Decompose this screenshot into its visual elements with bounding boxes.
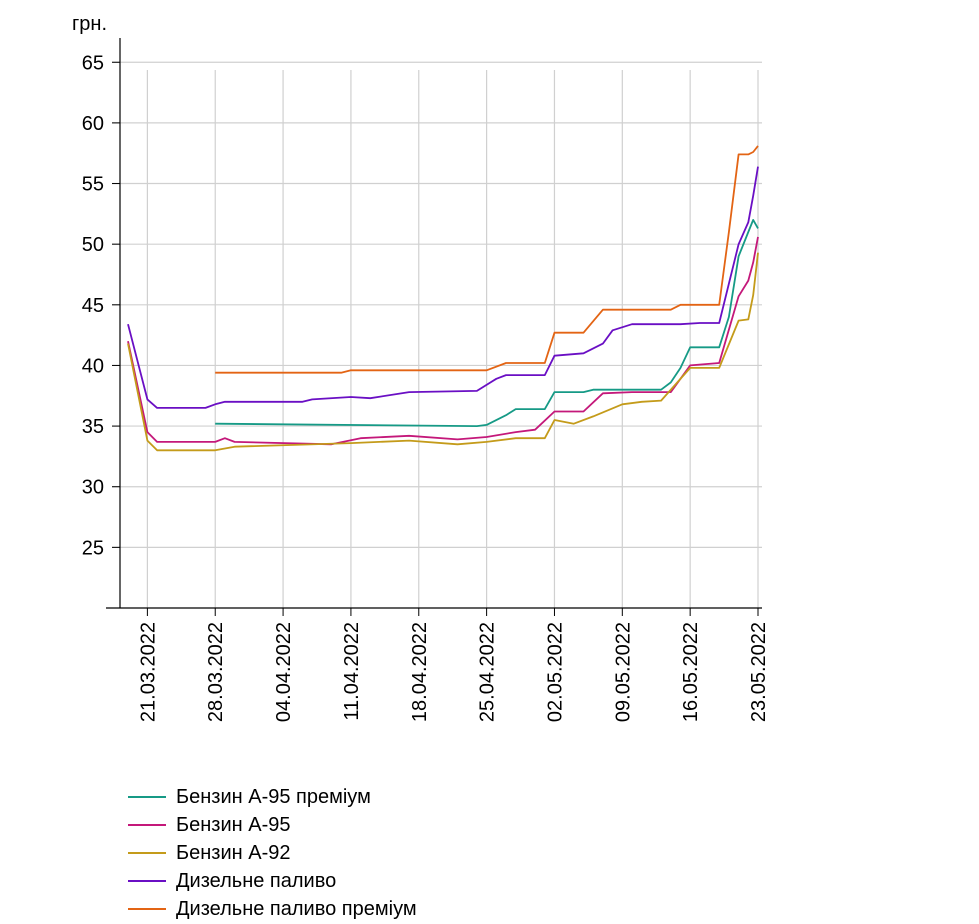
x-tick-label: 16.05.2022 <box>680 622 702 722</box>
y-tick-label: 55 <box>82 174 104 196</box>
legend-swatch <box>128 880 166 882</box>
legend-label: Дизельне паливо преміум <box>176 898 417 920</box>
y-axis-unit-label: грн. <box>72 13 107 35</box>
y-tick-label: 30 <box>82 477 104 499</box>
legend-label: Дизельне паливо <box>176 870 337 892</box>
legend-swatch <box>128 796 166 798</box>
y-tick-label: 25 <box>82 537 104 559</box>
axes <box>106 38 762 609</box>
legend-label: Бензин А-95 преміум <box>176 786 371 808</box>
legend-item-4: Дизельне паливо <box>128 867 417 895</box>
y-tick-label: 45 <box>82 295 104 317</box>
x-tick-label: 28.03.2022 <box>205 622 227 722</box>
x-tick-label: 11.04.2022 <box>341 622 363 721</box>
fuel-price-chart: грн. 25 30 35 40 45 50 55 60 65 21.03.2022 28.03.… <box>72 13 770 722</box>
legend-item-1: Бензин А-95 преміум <box>128 783 417 811</box>
x-tick-label: 18.04.2022 <box>409 622 431 722</box>
legend-label: Бензин А-95 <box>176 814 291 836</box>
legend-swatch <box>128 824 166 826</box>
y-tick-label: 65 <box>82 52 104 74</box>
series-line-2 <box>127 236 759 446</box>
series-line-4 <box>127 166 759 409</box>
x-tick-label: 25.04.2022 <box>477 622 499 722</box>
y-tick-label: 40 <box>82 355 104 377</box>
series-lines <box>127 145 759 452</box>
legend-label: Бензин А-92 <box>176 842 291 864</box>
legend-item-5: Дизельне паливо преміум <box>128 895 417 923</box>
legend-swatch <box>128 852 166 854</box>
series-line-5 <box>215 145 759 374</box>
x-tick-label: 09.05.2022 <box>612 622 634 722</box>
grid-lines <box>112 61 762 608</box>
legend-swatch <box>128 908 166 910</box>
legend-item-2: Бензин А-95 <box>128 811 417 839</box>
series-line-1 <box>215 219 759 427</box>
legend-item-3: Бензин А-92 <box>128 839 417 867</box>
legend: Бензин А-95 преміум Бензин А-95 Бензин А-9… <box>128 783 417 923</box>
y-tick-labels: 25 30 35 40 45 50 55 60 65 <box>82 52 120 559</box>
y-tick-label: 60 <box>82 113 104 135</box>
x-tick-label: 04.04.2022 <box>273 622 295 722</box>
x-tick-labels: 21.03.2022 28.03.2022 04.04.2022 11.04.2022… <box>137 608 770 722</box>
series-line-3 <box>127 252 759 452</box>
x-tick-label: 02.05.2022 <box>544 622 566 722</box>
y-tick-label: 50 <box>82 234 104 256</box>
x-tick-label: 23.05.2022 <box>748 622 770 722</box>
y-tick-label: 35 <box>82 416 104 438</box>
x-tick-label: 21.03.2022 <box>137 622 159 722</box>
